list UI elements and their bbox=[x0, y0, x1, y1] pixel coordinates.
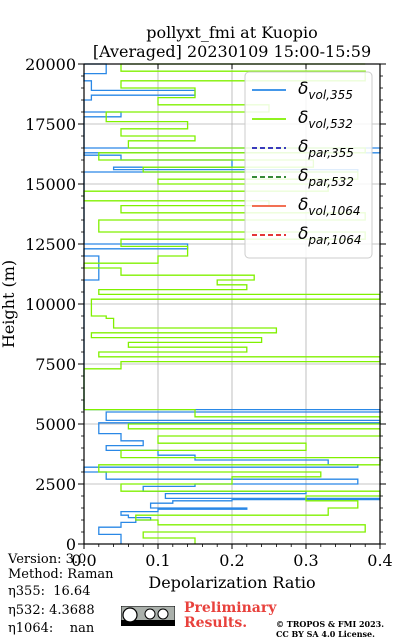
y-tick-label: 0 bbox=[66, 535, 76, 554]
cc-license-logo bbox=[121, 606, 175, 626]
method-text: Method: Raman bbox=[8, 567, 114, 582]
copyright-line-1: © TROPOS & FMI 2023. bbox=[276, 619, 385, 629]
x-tick-label: 0.4 bbox=[367, 551, 392, 570]
x-tick-label: 0.1 bbox=[145, 551, 170, 570]
copyright-notice: © TROPOS & FMI 2023. CC BY SA 4.0 Licens… bbox=[276, 619, 384, 639]
legend-label: δvol,1064 bbox=[298, 195, 361, 218]
legend-label: δpar,532 bbox=[298, 166, 354, 189]
y-axis-ticks: 0 2500 5000 7500 10000 12500 15000 17500 20000 bbox=[25, 55, 386, 554]
x-tick-label: 0.0 bbox=[71, 551, 96, 570]
legend-label: δvol,355 bbox=[298, 79, 353, 102]
depol-chart: pollyxt_fmi at Kuopio [Averaged] 2023010… bbox=[0, 23, 393, 592]
y-tick-label: 12500 bbox=[25, 235, 76, 254]
y-tick-label: 10000 bbox=[25, 295, 76, 314]
x-tick-label: 0.3 bbox=[293, 551, 318, 570]
x-axis-ticks: 0.0 0.1 0.2 0.3 0.4 bbox=[71, 64, 393, 570]
legend: δvol,355 δvol,532 δpar,355 δpar,532 δvol,106… bbox=[244, 71, 373, 259]
x-axis-label: Depolarization Ratio bbox=[148, 573, 315, 592]
preliminary-line-2: Results. bbox=[184, 615, 248, 631]
legend-label: δvol,532 bbox=[298, 108, 353, 131]
legend-label: δpar,1064 bbox=[298, 224, 362, 247]
y-tick-label: 20000 bbox=[25, 55, 76, 74]
chart-title: pollyxt_fmi at Kuopio bbox=[146, 23, 317, 42]
eta1064-text: η1064: nan bbox=[8, 621, 95, 636]
y-tick-label: 17500 bbox=[25, 115, 76, 134]
y-tick-label: 2500 bbox=[35, 475, 76, 494]
eta532-text: η532: 4.3688 bbox=[8, 603, 95, 618]
chart-subtitle: [Averaged] 20230109 15:00-15:59 bbox=[93, 42, 371, 61]
preliminary-line-1: Preliminary bbox=[184, 600, 277, 616]
preliminary-notice: Preliminary Results. bbox=[184, 601, 276, 631]
y-tick-label: 7500 bbox=[35, 355, 76, 374]
y-tick-label: 5000 bbox=[35, 415, 76, 434]
y-axis-label: Height (m) bbox=[0, 260, 18, 348]
legend-label: δpar,355 bbox=[298, 137, 354, 160]
y-tick-label: 15000 bbox=[25, 175, 76, 194]
copyright-line-2: CC BY SA 4.0 License. bbox=[276, 629, 375, 639]
x-tick-label: 0.2 bbox=[219, 551, 244, 570]
eta355-text: η355: 16.64 bbox=[8, 584, 91, 599]
version-text: Version: 3.0 bbox=[8, 552, 87, 567]
